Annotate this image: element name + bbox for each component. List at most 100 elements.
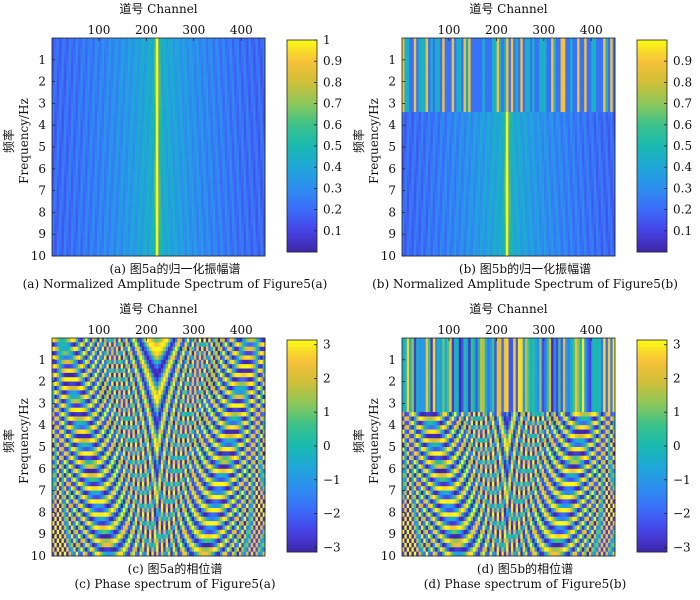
- heatmap-cell: [52, 59, 55, 65]
- heatmap-cell: [527, 46, 531, 52]
- heatmap-cell: [425, 46, 429, 52]
- heatmap-cell: [227, 77, 230, 82]
- heatmap-cell: [66, 194, 69, 200]
- heatmap-cell: [163, 147, 166, 152]
- heatmap-cell: [108, 51, 112, 56]
- heatmap-cell: [584, 46, 587, 52]
- heatmap-cell: [198, 38, 202, 43]
- heatmap-cell: [196, 72, 200, 78]
- heatmap-cell: [220, 99, 223, 104]
- heatmap-cell: [130, 247, 133, 253]
- heatmap-cell: [82, 225, 86, 231]
- heatmap-cell: [231, 38, 235, 43]
- heatmap-cell: [158, 90, 162, 96]
- heatmap-cell: [215, 225, 219, 231]
- heatmap-cell: [210, 51, 214, 56]
- heatmap-cell: [234, 94, 237, 100]
- x-tick-label: 200: [135, 23, 158, 37]
- heatmap-cell: [153, 160, 157, 165]
- heatmap-cell: [430, 51, 434, 56]
- heatmap-cell: [222, 160, 226, 165]
- heatmap-cell: [243, 251, 247, 257]
- heatmap-cell: [75, 151, 79, 157]
- heatmap-cell: [59, 199, 62, 205]
- heatmap-cell: [144, 120, 148, 126]
- heatmap-cell: [243, 238, 247, 244]
- heatmap-cell: [123, 212, 126, 218]
- heatmap-cell: [248, 238, 252, 244]
- heatmap-cell: [253, 142, 256, 148]
- heatmap-cell: [205, 94, 209, 100]
- heatmap-cell: [118, 81, 122, 87]
- heatmap-cell: [234, 181, 237, 187]
- heatmap-cell: [411, 46, 415, 52]
- heatmap-cell: [189, 229, 193, 235]
- heatmap-cell: [236, 181, 240, 187]
- heatmap-cell: [94, 251, 98, 257]
- heatmap-cell: [160, 116, 164, 122]
- heatmap-cell: [186, 72, 190, 78]
- heatmap-cell: [111, 116, 114, 122]
- heatmap-cell: [63, 155, 67, 161]
- heatmap-cell: [149, 38, 152, 43]
- heatmap-cell: [94, 68, 98, 74]
- heatmap-cell: [149, 229, 152, 235]
- heatmap-cell: [255, 94, 259, 100]
- heatmap-cell: [208, 120, 211, 126]
- heatmap-cell: [246, 234, 249, 239]
- heatmap-cell: [536, 42, 540, 48]
- heatmap-cell: [153, 164, 157, 170]
- heatmap-cell: [229, 94, 233, 100]
- heatmap-cell: [82, 173, 86, 178]
- heatmap-cell: [212, 147, 216, 152]
- heatmap-cell: [175, 208, 178, 213]
- heatmap-cell: [111, 151, 114, 157]
- heatmap-cell: [118, 181, 122, 187]
- heatmap-cell: [130, 151, 133, 157]
- heatmap-cell: [562, 46, 566, 52]
- heatmap-cell: [123, 168, 126, 174]
- heatmap-cell: [243, 151, 247, 157]
- heatmap-cell: [146, 212, 150, 218]
- heatmap-cell: [87, 68, 91, 74]
- heatmap-cell: [80, 125, 84, 130]
- heatmap-cell: [127, 99, 131, 104]
- heatmap-cell: [184, 251, 188, 257]
- heatmap-cell: [120, 125, 124, 130]
- heatmap-cell: [167, 168, 171, 174]
- heatmap-cell: [201, 251, 204, 257]
- heatmap-cell: [99, 212, 103, 218]
- heatmap-cell: [89, 107, 93, 113]
- heatmap-cell: [194, 72, 197, 78]
- heatmap-cell: [196, 221, 200, 226]
- heatmap-cell: [189, 142, 193, 148]
- heatmap-cell: [194, 38, 197, 43]
- heatmap-cell: [113, 216, 117, 222]
- heatmap-cell: [87, 234, 91, 239]
- heatmap-cell: [146, 229, 150, 235]
- heatmap-cell: [54, 199, 58, 205]
- heatmap-cell: [123, 203, 126, 209]
- heatmap-cell: [85, 138, 88, 144]
- heatmap-cell: [146, 90, 150, 96]
- heatmap-cell: [203, 77, 207, 82]
- heatmap-cell: [463, 38, 467, 43]
- heatmap-cell: [243, 59, 247, 65]
- heatmap-cell: [151, 186, 155, 191]
- heatmap-cell: [208, 103, 211, 109]
- heatmap-cell: [111, 164, 114, 170]
- heatmap-cell: [52, 168, 55, 174]
- heatmap-cell: [87, 72, 91, 78]
- heatmap-cell: [220, 234, 223, 239]
- heatmap-cell: [141, 142, 145, 148]
- heatmap-cell: [108, 90, 112, 96]
- heatmap-cell: [73, 238, 77, 244]
- heatmap-cell: [250, 216, 254, 222]
- heatmap-cell: [227, 138, 230, 144]
- heatmap-cell: [541, 51, 545, 56]
- heatmap-cell: [149, 125, 152, 130]
- heatmap-cell: [52, 242, 55, 248]
- heatmap-cell: [175, 221, 178, 226]
- heatmap-cell: [588, 46, 592, 52]
- heatmap-cell: [123, 64, 126, 69]
